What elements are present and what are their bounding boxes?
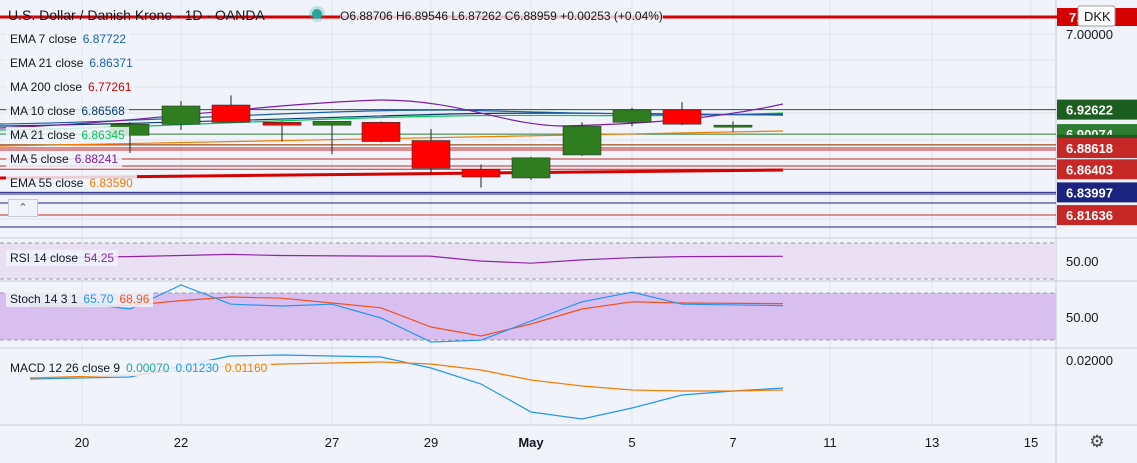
legend-value: 6.86371 (89, 56, 133, 70)
stoch-label: Stoch 14 3 1 (10, 292, 78, 306)
legend-item[interactable]: MA 21 close 6.86345 (6, 127, 129, 143)
x-tick-label: 7 (729, 435, 736, 450)
rsi-axis-label: 50.00 (1066, 254, 1099, 269)
currency-badge-label: DKK (1084, 9, 1111, 24)
macd-legend[interactable]: MACD 12 26 close 9 0.00070 0.01230 0.01160 (6, 360, 272, 376)
legend-value: 6.83590 (89, 176, 133, 190)
legend-item[interactable]: EMA 55 close 6.83590 (6, 175, 137, 191)
x-tick-label: 29 (424, 435, 438, 450)
macd-signal-value: 0.01160 (224, 361, 268, 375)
price-level-tag-label: 6.92622 (1066, 103, 1113, 118)
candle-body (411, 140, 451, 169)
candle-body (461, 169, 501, 178)
legend-item[interactable]: MA 10 close 6.86568 (6, 103, 129, 119)
x-tick-label: 11 (823, 435, 837, 450)
source-label: OANDA (215, 7, 265, 23)
market-status-icon (312, 9, 322, 19)
x-tick-label: May (518, 435, 544, 450)
legend-label: MA 200 close (10, 80, 83, 94)
price-level-tag (1057, 99, 1137, 120)
macd-axis-label: 0.02000 (1066, 353, 1113, 368)
legend-label: EMA 21 close (10, 56, 84, 70)
plot-background (0, 0, 1056, 425)
candle-body (211, 104, 251, 123)
x-tick-label: 22 (174, 435, 188, 450)
macd-label: MACD 12 26 close 9 (10, 361, 121, 375)
rsi-value: 54.25 (84, 251, 115, 265)
legend-label: MA 10 close (10, 104, 76, 118)
legend-value: 6.87722 (82, 32, 127, 46)
legend-item[interactable]: EMA 21 close 6.86371 (6, 55, 137, 71)
price-level-tag (1057, 182, 1137, 203)
legend-label: MA 5 close (10, 152, 69, 166)
price-level-tag-label: 6.86403 (1066, 162, 1113, 177)
candle-body (713, 124, 753, 128)
legend-item[interactable]: MA 5 close 6.88241 (6, 151, 123, 167)
legend-item[interactable]: MA 200 close 6.77261 (6, 79, 136, 95)
stoch-k-value: 65.70 (83, 292, 114, 306)
legend-label: EMA 55 close (10, 176, 84, 190)
price-level-tag (1057, 205, 1137, 226)
x-tick-label: 5 (628, 435, 635, 450)
macd-value: 0.01230 (175, 361, 219, 375)
candle-body (262, 122, 302, 126)
legend-label: MA 21 close (10, 128, 76, 142)
macd-hist-value: 0.00070 (126, 361, 170, 375)
legend-value: 6.88241 (74, 152, 119, 166)
stoch-d-value: 68.96 (119, 292, 150, 306)
x-tick-label: 13 (925, 435, 939, 450)
interval-label[interactable]: 1D (184, 7, 203, 23)
rsi-legend[interactable]: RSI 14 close 54.25 (6, 250, 119, 266)
x-tick-label: 20 (75, 435, 89, 450)
price-level-tag-label: 6.81636 (1066, 208, 1113, 223)
legend-item[interactable]: EMA 7 close 6.87722 (6, 31, 131, 47)
legend-value: 6.86568 (81, 104, 125, 118)
legend-value: 6.86345 (81, 128, 125, 142)
ema7-line (0, 109, 784, 125)
candle-body (361, 122, 401, 142)
price-level-tag-label: 6.88618 (1066, 141, 1113, 156)
symbol-name: U.S. Dollar / Danish Krone (8, 7, 173, 23)
rsi-label: RSI 14 close (10, 251, 79, 265)
ohlc-readout: O6.88706 H6.89546 L6.87262 C6.88959 +0.0… (340, 9, 663, 23)
settings-gear-icon[interactable]: ⚙ (1089, 432, 1105, 451)
symbol-title[interactable]: U.S. Dollar / Danish Krone · 1D · OANDA (8, 7, 265, 23)
collapse-legend-button[interactable]: ⌃ (8, 199, 38, 217)
macd-line (29, 354, 784, 420)
candle-body (161, 105, 201, 125)
stoch-band (0, 293, 1056, 340)
candle-body (612, 109, 652, 123)
price-level-tag (1057, 138, 1137, 159)
price-level-tag-label: 6.83997 (1066, 185, 1113, 200)
rsi-band (0, 243, 1056, 279)
x-tick-label: 27 (325, 435, 339, 450)
chart-header: U.S. Dollar / Danish Krone · 1D · OANDA … (0, 0, 1056, 30)
stoch-legend[interactable]: Stoch 14 3 1 65.70 68.96 (6, 291, 154, 307)
candle-body (511, 157, 551, 179)
candle-body (312, 121, 352, 126)
candle-body (562, 125, 602, 156)
legend-value: 6.77261 (88, 80, 132, 94)
legend-label: EMA 7 close (10, 32, 77, 46)
currency-badge (1077, 5, 1116, 27)
x-tick-label: 15 (1024, 435, 1038, 450)
price-level-tag (1057, 159, 1137, 180)
candle-body (662, 109, 702, 125)
price-tick-label: 7.00000 (1066, 27, 1113, 42)
rsi-line (29, 253, 784, 264)
stoch-axis-label: 50.00 (1066, 310, 1099, 325)
